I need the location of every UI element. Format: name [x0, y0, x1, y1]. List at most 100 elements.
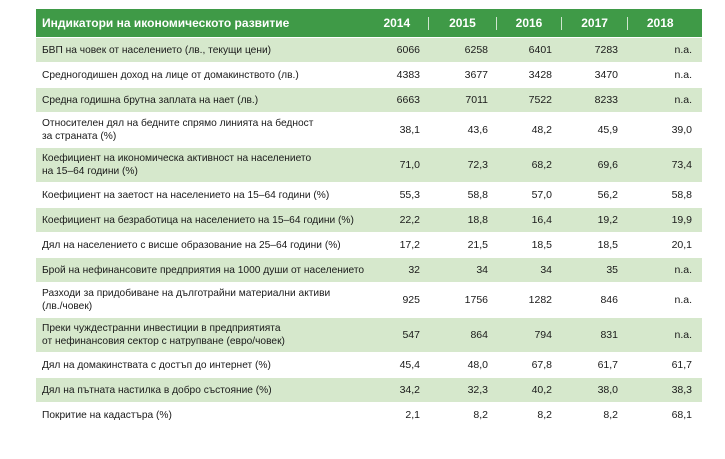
cell-value: 68,1: [671, 409, 692, 421]
cell-value: 4383: [396, 69, 420, 81]
cell-value: 58,8: [671, 189, 692, 201]
year-header: 2018: [646, 16, 674, 30]
cell-value: 56,2: [597, 189, 618, 201]
cell-value: n.a.: [674, 69, 692, 81]
cell-value: 6066: [396, 44, 420, 56]
table-row: Коефициент на заетост на населението на …: [36, 183, 702, 208]
cell-value: 32: [408, 264, 420, 276]
cell-value: 45,9: [597, 124, 618, 136]
cell-value: 61,7: [597, 359, 618, 371]
cell-value: 39,0: [671, 124, 692, 136]
cell-value: 58,8: [467, 189, 488, 201]
cell-value: 19,9: [671, 214, 692, 226]
cell-value: 40,2: [531, 384, 552, 396]
row-label: БВП на човек от населението (лв., текущи…: [42, 44, 272, 56]
header-divider: [496, 16, 498, 30]
cell-value: 6258: [464, 44, 488, 56]
cell-value: 38,1: [399, 124, 420, 136]
cell-value: 48,0: [467, 359, 488, 371]
cell-value: 34,2: [399, 384, 420, 396]
header-divider: [560, 16, 562, 30]
cell-value: 831: [600, 329, 618, 341]
cell-value: 73,4: [671, 159, 692, 171]
cell-value: 71,0: [399, 159, 420, 171]
cell-value: 34: [540, 264, 552, 276]
cell-value: n.a.: [674, 94, 692, 106]
row-label: Преки чуждестранни инвестиции в предприя…: [42, 323, 285, 347]
cell-value: 8,2: [603, 409, 618, 421]
cell-value: 3428: [528, 69, 552, 81]
cell-value: n.a.: [674, 329, 692, 341]
row-label: Дял на населението с висше образование н…: [42, 239, 341, 251]
table-row: Дял на домакинствата с достъп до интерне…: [36, 353, 702, 378]
cell-value: 17,2: [399, 239, 420, 251]
cell-value: 6401: [528, 44, 552, 56]
cell-value: 8233: [594, 94, 618, 106]
cell-value: 38,3: [671, 384, 692, 396]
cell-value: 8,2: [473, 409, 488, 421]
cell-value: 38,0: [597, 384, 618, 396]
cell-value: 34: [476, 264, 488, 276]
cell-value: 22,2: [399, 214, 420, 226]
cell-value: 72,3: [467, 159, 488, 171]
cell-value: 547: [402, 329, 420, 341]
cell-value: 3677: [464, 69, 488, 81]
cell-value: 7011: [465, 94, 488, 106]
row-label: Коефициент на заетост на населението на …: [42, 189, 330, 201]
cell-value: 67,8: [531, 359, 552, 371]
cell-value: 43,6: [467, 124, 488, 136]
row-label: Средна годишна брутна заплата на нает (л…: [42, 94, 259, 106]
cell-value: 19,2: [597, 214, 618, 226]
cell-value: 21,5: [467, 239, 488, 251]
table-header: Индикатори на икономическото развитие 20…: [36, 9, 702, 38]
table-row: Дял на населението с висше образование н…: [36, 233, 702, 258]
cell-value: 6663: [396, 94, 420, 106]
cell-value: 7522: [528, 94, 552, 106]
cell-value: 2,1: [405, 409, 420, 421]
cell-value: 864: [470, 329, 488, 341]
table-title: Индикатори на икономическото развитие: [42, 15, 290, 30]
table-row: Преки чуждестранни инвестиции в предприя…: [36, 318, 702, 353]
row-label: Дял на пътната настилка в добро състояни…: [42, 384, 272, 396]
cell-value: 846: [600, 294, 618, 306]
cell-value: 69,6: [597, 159, 618, 171]
cell-value: 68,2: [531, 159, 552, 171]
table-row: Разходи за придобиване на дълготрайни ма…: [36, 283, 702, 318]
indicators-table: Индикатори на икономическото развитие 20…: [36, 9, 702, 428]
table-row: Покритие на кадастъра (%) 2,1 8,2 8,2 8,…: [36, 403, 702, 428]
year-header: 2016: [515, 16, 543, 30]
year-header: 2015: [449, 16, 476, 30]
row-label: Разходи за придобиване на дълготрайни ма…: [42, 288, 331, 312]
table-row: Брой на нефинансовите предприятия на 100…: [36, 258, 702, 283]
table-row: Средногодишен доход на лице от домакинст…: [36, 63, 702, 88]
cell-value: 55,3: [399, 189, 420, 201]
year-header: 2017: [581, 16, 608, 30]
cell-value: 32,3: [467, 384, 488, 396]
header-divider: [427, 16, 429, 30]
cell-value: 45,4: [399, 359, 420, 371]
row-label: Средногодишен доход на лице от домакинст…: [42, 69, 299, 81]
cell-value: 35: [606, 264, 618, 276]
cell-value: 20,1: [671, 239, 692, 251]
cell-value: 1282: [528, 294, 552, 306]
row-label: Коефициент на икономическа активност на …: [42, 153, 312, 177]
cell-value: 1756: [464, 294, 488, 306]
cell-value: 8,2: [537, 409, 552, 421]
cell-value: 3470: [594, 69, 618, 81]
cell-value: 57,0: [531, 189, 552, 201]
row-label: Покритие на кадастъра (%): [42, 409, 172, 421]
cell-value: 7283: [594, 44, 618, 56]
row-label: Дял на домакинствата с достъп до интерне…: [42, 359, 271, 371]
table-row: Коефициент на икономическа активност на …: [36, 148, 702, 183]
table-row: Относителен дял на бедните спрямо линият…: [36, 113, 702, 148]
cell-value: 16,4: [531, 214, 552, 226]
table-row: БВП на човек от населението (лв., текущи…: [36, 38, 702, 63]
cell-value: n.a.: [674, 44, 692, 56]
row-label: Коефициент на безработица на населението…: [42, 214, 354, 226]
header-divider: [627, 16, 629, 30]
table-row: Коефициент на безработица на населението…: [36, 208, 702, 233]
cell-value: 18,5: [597, 239, 618, 251]
row-label: Относителен дял на бедните спрямо линият…: [42, 118, 314, 142]
cell-value: n.a.: [674, 264, 692, 276]
row-label: Брой на нефинансовите предприятия на 100…: [42, 264, 365, 276]
